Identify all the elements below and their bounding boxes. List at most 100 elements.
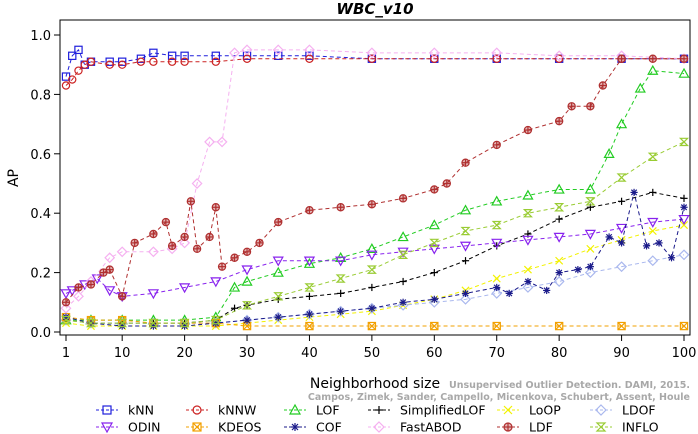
data-point-LDOF bbox=[241, 314, 253, 326]
legend: kNN kNNW LOF SimplifiedLOF LoOP LDOF ODIN KDEOS… bbox=[96, 403, 659, 434]
data-point-LOF bbox=[634, 82, 646, 93]
data-point-FastABOD bbox=[229, 47, 240, 59]
data-point-LOF bbox=[459, 204, 472, 215]
data-point-INFLO bbox=[429, 238, 440, 248]
data-point-kNN bbox=[274, 51, 283, 60]
data-point-ODIN bbox=[522, 235, 534, 246]
data-point-COF bbox=[655, 239, 663, 247]
chart-title: WBC_v10 bbox=[336, 0, 413, 18]
legend-label-FastABOD: FastABOD bbox=[400, 420, 462, 434]
data-point-LDF bbox=[180, 232, 189, 242]
data-point-ODIN bbox=[210, 277, 222, 288]
data-point-LDOF bbox=[304, 308, 315, 320]
data-point-LDF bbox=[211, 203, 221, 212]
data-point-kNN bbox=[242, 51, 252, 60]
series-line-kNNW bbox=[65, 58, 684, 86]
data-point-KDEOS bbox=[554, 321, 564, 331]
data-point-LDF bbox=[442, 179, 451, 188]
data-point-FastABOD bbox=[366, 47, 378, 59]
data-point-FastABOD bbox=[73, 290, 84, 302]
data-point-kNNW bbox=[136, 57, 146, 66]
data-point-LOF bbox=[584, 183, 596, 194]
data-point-INFLO bbox=[616, 173, 627, 182]
data-point-kNNW bbox=[117, 60, 127, 69]
data-point-LDOF bbox=[366, 302, 378, 314]
data-point-LDF bbox=[523, 125, 533, 135]
data-point-LOF bbox=[522, 189, 534, 200]
data-point-INFLO bbox=[585, 197, 596, 206]
data-point-ODIN bbox=[366, 250, 378, 261]
data-point-LDF bbox=[598, 81, 608, 90]
legend-marker-SimplifiedLOF bbox=[375, 406, 383, 414]
plot-frame bbox=[59, 19, 691, 336]
data-point-LDF bbox=[230, 253, 239, 262]
data-point-FastABOD bbox=[491, 47, 503, 59]
data-point-LDOF bbox=[522, 282, 534, 293]
data-point-LDF bbox=[161, 217, 171, 227]
data-point-FastABOD bbox=[304, 44, 315, 56]
data-point-LoOP bbox=[648, 226, 657, 236]
data-point-COF bbox=[680, 203, 688, 211]
data-point-ODIN bbox=[647, 217, 659, 228]
data-point-LDOF bbox=[678, 249, 690, 261]
data-point-ODIN bbox=[178, 283, 191, 294]
data-point-FastABOD bbox=[116, 246, 128, 258]
data-point-FastABOD bbox=[204, 136, 216, 148]
data-point-INFLO bbox=[117, 318, 128, 328]
data-point-SimplifiedLOF bbox=[368, 283, 376, 292]
legend-item-INFLO: INFLO bbox=[590, 420, 659, 434]
data-point-LDOF bbox=[460, 293, 471, 305]
data-point-INFLO bbox=[460, 226, 471, 236]
data-point-kNNW bbox=[61, 81, 71, 90]
data-point-LDOF bbox=[616, 261, 628, 273]
data-point-kNN bbox=[211, 51, 221, 60]
data-point-SimplifiedLOF bbox=[230, 304, 239, 312]
data-point-kNNW bbox=[211, 57, 221, 66]
data-point-LDF bbox=[461, 158, 470, 167]
data-point-ODIN bbox=[678, 214, 690, 225]
x-tick-label: 50 bbox=[364, 346, 381, 361]
data-point-LDOF bbox=[553, 276, 565, 287]
data-point-LOF bbox=[491, 195, 503, 206]
data-point-kNNW bbox=[167, 57, 177, 66]
legend-marker-LOF bbox=[288, 403, 302, 415]
data-point-LDF bbox=[105, 265, 114, 274]
legend-label-INFLO: INFLO bbox=[622, 420, 659, 434]
watermark-line-2: Campos, Zimek, Sander, Campello, Micenko… bbox=[308, 392, 690, 403]
legend-label-ODIN: ODIN bbox=[128, 420, 161, 434]
data-point-LOF bbox=[303, 257, 316, 268]
legend-item-kNN: kNN bbox=[96, 403, 154, 418]
data-point-LDOF bbox=[272, 311, 284, 323]
data-point-INFLO bbox=[273, 292, 284, 301]
data-point-LOF bbox=[428, 219, 440, 230]
data-point-COF bbox=[430, 295, 438, 303]
data-point-KDEOS bbox=[617, 321, 626, 331]
y-tick-label: 0.0 bbox=[30, 326, 51, 341]
data-point-kNNW bbox=[68, 75, 77, 84]
data-point-LOF bbox=[603, 147, 615, 158]
series-line-KDEOS bbox=[65, 316, 684, 327]
data-point-LDF bbox=[679, 54, 689, 63]
data-point-kNNW bbox=[74, 66, 83, 75]
data-point-COF bbox=[574, 266, 582, 274]
data-point-INFLO bbox=[241, 301, 253, 310]
data-point-ODIN bbox=[66, 286, 78, 297]
x-tick-label: 10 bbox=[114, 346, 131, 361]
data-point-kNNW bbox=[86, 57, 96, 66]
data-point-LDF bbox=[586, 102, 595, 111]
legend-item-COF: COF bbox=[284, 420, 342, 434]
data-point-LDF bbox=[648, 54, 657, 63]
data-point-INFLO bbox=[210, 315, 221, 325]
x-tick-label: 1 bbox=[62, 346, 70, 361]
data-point-INFLO bbox=[366, 265, 377, 274]
x-tick-label: 80 bbox=[551, 346, 568, 361]
data-point-COF bbox=[493, 283, 501, 292]
data-point-kNNW bbox=[492, 54, 501, 63]
data-point-COF bbox=[555, 269, 563, 277]
data-point-kNN bbox=[180, 51, 189, 60]
data-point-SimplifiedLOF bbox=[399, 277, 407, 286]
data-point-LDF bbox=[86, 280, 96, 289]
data-point-KDEOS bbox=[430, 321, 439, 331]
x-axis-title: Neighborhood size bbox=[310, 376, 440, 392]
data-point-SimplifiedLOF bbox=[461, 257, 470, 265]
